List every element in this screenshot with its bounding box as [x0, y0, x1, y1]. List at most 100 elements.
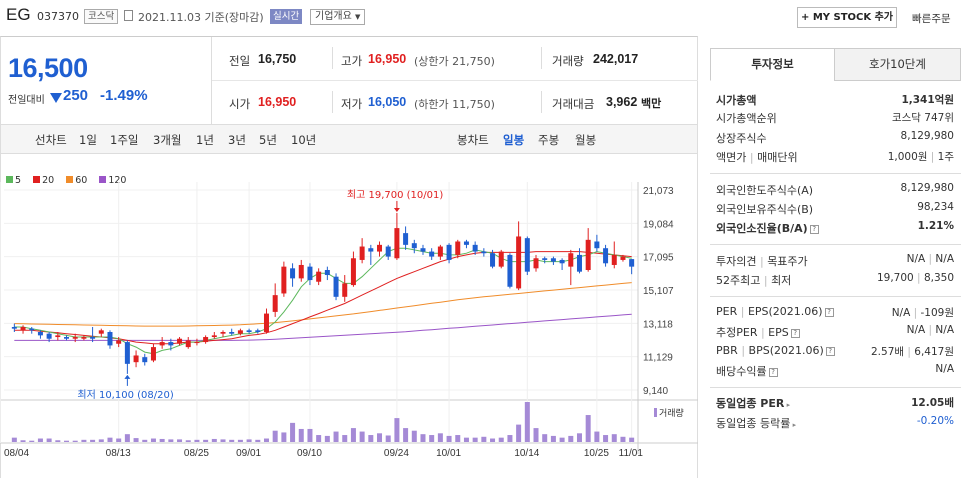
- volume-bar: [281, 432, 287, 442]
- bps-value: 6,417원: [914, 346, 954, 358]
- low-annotation: 최저 10,100 (08/20): [77, 389, 173, 401]
- volume-bar: [463, 437, 469, 442]
- ma-legend-item: 60: [66, 175, 87, 186]
- divider: [710, 173, 961, 174]
- candle-body: [298, 264, 304, 279]
- period-tab-1d[interactable]: 1일: [79, 133, 97, 147]
- candle-body: [55, 335, 61, 338]
- dividend-label: 배당수익률: [716, 365, 767, 378]
- candle-body: [568, 253, 574, 267]
- volume-bar: [576, 433, 582, 442]
- amount-label: 거래대금: [552, 97, 595, 111]
- candle-body: [524, 238, 530, 272]
- candle-body: [107, 332, 113, 346]
- high-value: 16,950: [368, 52, 407, 66]
- period-tab-10y[interactable]: 10년: [291, 133, 317, 147]
- candle-body: [81, 337, 87, 339]
- candle-body: [455, 241, 461, 255]
- candle-body: [446, 244, 452, 260]
- candle-body: [263, 313, 269, 333]
- ma20-line: [14, 251, 632, 345]
- help-icon[interactable]: ?: [809, 225, 819, 234]
- par-unit-row: 액면가 | 매매단위 1,000원 | 1주: [716, 151, 954, 164]
- volume-bar: [559, 437, 565, 442]
- market-cap-label: 시가총액: [716, 94, 757, 107]
- ma60-swatch: [66, 176, 74, 183]
- volume-bar: [185, 440, 191, 442]
- my-stock-button[interactable]: + MY STOCK 추가: [797, 7, 897, 28]
- period-tab-1y[interactable]: 1년: [196, 133, 214, 147]
- volume-bar: [168, 439, 174, 442]
- monthly-candle-tab[interactable]: 월봉: [575, 133, 597, 147]
- par-value: 1,000원: [887, 151, 928, 163]
- volume-bar: [490, 438, 496, 442]
- candle-body: [211, 335, 217, 338]
- realtime-badge[interactable]: 실시간: [270, 9, 303, 24]
- daily-candle-tab[interactable]: 일봉: [503, 133, 525, 147]
- est-per-value: N/A: [906, 324, 926, 336]
- divider: [710, 244, 961, 245]
- volume-bar: [177, 439, 183, 442]
- change-label: 전일대비: [8, 95, 45, 106]
- down-triangle-icon: [50, 93, 62, 103]
- candle-body: [150, 347, 156, 361]
- foreign-ratio-label: 외국인소진율(B/A): [716, 222, 808, 235]
- period-tab-3m[interactable]: 3개월: [153, 133, 182, 147]
- volume-bar: [516, 424, 522, 442]
- weekly-candle-tab[interactable]: 주봉: [538, 133, 560, 147]
- low-value: 16,050: [368, 95, 407, 109]
- volume-bar: [394, 418, 400, 442]
- quote-date: 2021.11.03 기준(장마감): [138, 11, 264, 24]
- quick-order-link[interactable]: 빠른주문: [912, 13, 951, 25]
- volume-bar: [37, 438, 43, 442]
- stock-header: EG 037370 코스닥 2021.11.03 기준(장마감) 실시간 기업개…: [0, 0, 969, 36]
- help-icon[interactable]: ?: [824, 308, 834, 317]
- candle-chart-tab[interactable]: 봉차트: [457, 133, 489, 147]
- candle-body: [116, 340, 122, 344]
- volume-bar: [107, 437, 113, 442]
- upper-limit: (상한가 21,750): [414, 55, 495, 68]
- rank-value: 코스닥 747위: [891, 112, 954, 124]
- candle-body: [307, 266, 313, 281]
- corp-info-dropdown[interactable]: 기업개요 ▼: [310, 9, 366, 25]
- industry-change-label: 동일업종 등락률: [716, 417, 791, 430]
- tab-order-book[interactable]: 호가10단계: [834, 48, 961, 81]
- candle-body: [159, 342, 165, 346]
- candle-body: [142, 357, 148, 363]
- candle-body: [507, 254, 513, 287]
- volume-bar: [55, 440, 61, 442]
- line-chart-tab[interactable]: 선차트: [35, 133, 67, 147]
- 52w-row: 52주최고 | 최저 19,700 | 8,350: [716, 272, 954, 287]
- period-tab-1w[interactable]: 1주일: [110, 133, 139, 147]
- volume-bar: [211, 438, 217, 442]
- candle-body: [185, 340, 191, 348]
- ma-legend: 5 20 60 120: [6, 175, 135, 186]
- volume-bar: [568, 435, 574, 442]
- help-icon[interactable]: ?: [768, 368, 778, 377]
- industry-per-value: 12.05배: [911, 397, 954, 409]
- prev-close-value: 16,750: [258, 52, 297, 66]
- help-icon[interactable]: ?: [790, 329, 800, 338]
- period-tab-3y[interactable]: 3년: [228, 133, 246, 147]
- volume-bar: [377, 433, 383, 442]
- ma5-label: 5: [15, 175, 22, 186]
- tab-invest-info[interactable]: 투자정보: [710, 48, 835, 81]
- candle-body: [46, 333, 52, 339]
- period-tab-5y[interactable]: 5년: [259, 133, 277, 147]
- volume-bar: [272, 430, 278, 442]
- industry-per-row[interactable]: 동일업종 PER ▸ 12.05배: [716, 395, 954, 411]
- volume-bar: [11, 437, 17, 442]
- ma60-line: [14, 282, 632, 327]
- per-row: PER | EPS(2021.06)? N/A | -109원: [716, 305, 954, 319]
- volume-bar: [255, 439, 261, 442]
- volume-bar: [298, 428, 304, 442]
- divider: [541, 47, 542, 69]
- volume-bar: [603, 435, 609, 442]
- candle-body: [177, 338, 183, 344]
- candle-body: [498, 251, 504, 267]
- help-icon[interactable]: ?: [825, 347, 835, 356]
- industry-change-row[interactable]: 동일업종 등락률 ▸ -0.20%: [716, 415, 954, 431]
- volume-bar: [90, 439, 96, 442]
- candle-body: [133, 355, 139, 363]
- candle-body: [324, 269, 330, 276]
